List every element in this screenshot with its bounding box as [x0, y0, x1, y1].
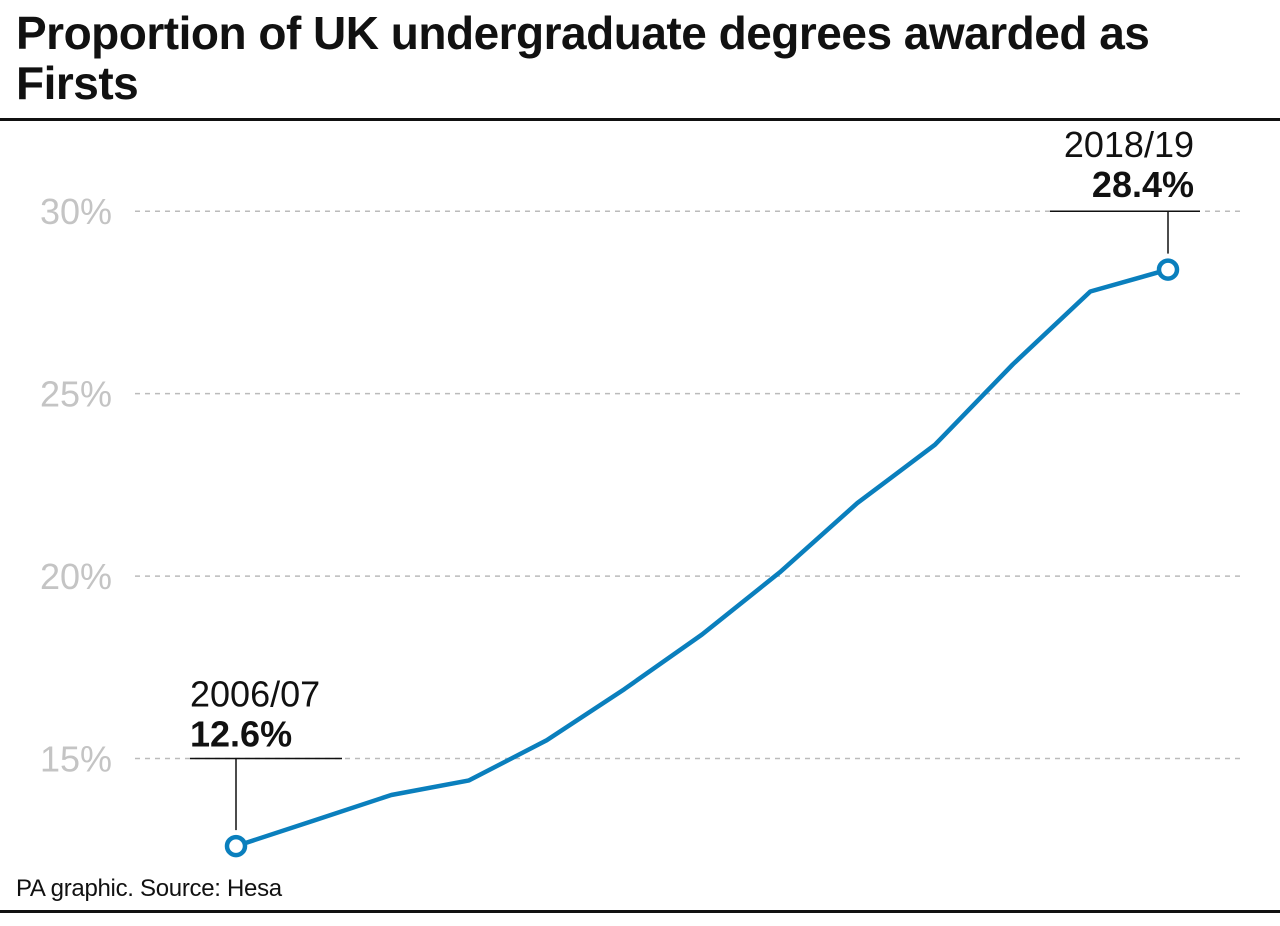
series-line	[233, 267, 1171, 849]
annotation-end-period: 2018/19	[1064, 124, 1194, 165]
y-tick-label-20: 20%	[40, 556, 112, 597]
source-credit: PA graphic. Source: Hesa	[16, 875, 282, 902]
data-point-2018-19	[1156, 258, 1180, 281]
annotation-end-value: 28.4%	[1092, 164, 1194, 205]
series-points	[224, 258, 1180, 858]
y-tick-label-25: 25%	[40, 374, 112, 415]
callout-leaders	[190, 210, 1200, 831]
annotation-start: 2006/07 12.6%	[190, 674, 320, 755]
chart-title: Proportion of UK undergraduate degrees a…	[16, 7, 1150, 109]
bottom-divider	[0, 910, 1280, 913]
annotation-start-value: 12.6%	[190, 714, 292, 755]
y-tick-label-30: 30%	[40, 191, 112, 232]
annotation-start-period: 2006/07	[190, 674, 320, 715]
title-divider	[0, 118, 1280, 121]
y-axis-ticks: 15% 20% 25% 30%	[40, 191, 112, 779]
data-point-2006-07	[224, 834, 248, 858]
y-tick-label-15: 15%	[40, 739, 112, 780]
annotation-end: 2018/19 28.4%	[1064, 124, 1194, 205]
